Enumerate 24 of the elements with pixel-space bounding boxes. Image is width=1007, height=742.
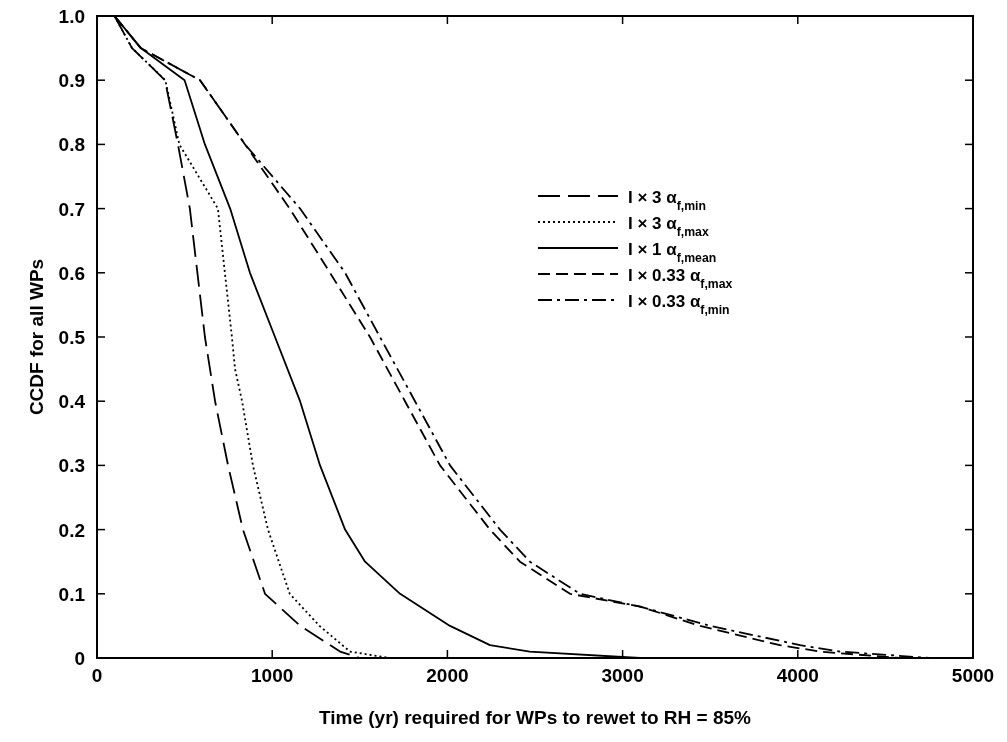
x-tick-label: 3000: [601, 665, 644, 686]
y-tick-label: 0.4: [58, 391, 86, 413]
legend-label: I × 3 α$_{f,min}$: [628, 188, 706, 213]
legend-label: I × 0.33 α$_{f,max}$: [628, 266, 733, 291]
y-tick-label: 1.0: [58, 6, 85, 27]
legend-label: I × 3 α$_{f,max}$: [628, 214, 709, 239]
y-tick-label: 0.2: [58, 519, 85, 541]
legend-label: I × 0.33 α$_{f,min}$: [628, 292, 730, 317]
y-axis-title: CCDF for all WPs: [26, 258, 47, 416]
legend-label: I × 1 α$_{f,mean}$: [628, 240, 717, 265]
x-axis-title: Time (yr) required for WPs to rewet to RH = 85%: [319, 707, 752, 728]
y-tick-label: 0.1: [58, 583, 86, 605]
x-tick-label: 4000: [776, 665, 819, 686]
y-tick-label: 0.9: [58, 70, 85, 92]
x-tick-label: 5000: [951, 665, 995, 686]
y-tick-label: 0.3: [58, 455, 85, 477]
y-tick-label: 0.5: [58, 327, 86, 348]
y-tick-label: 0.7: [58, 198, 85, 220]
y-tick-label: 0.6: [58, 262, 85, 284]
x-tick-label: 1000: [251, 665, 294, 686]
y-tick-label: 0.8: [58, 134, 85, 156]
x-tick-label: 0: [91, 665, 103, 686]
y-tick-label: 0: [74, 648, 85, 669]
x-tick-label: 2000: [426, 665, 469, 686]
